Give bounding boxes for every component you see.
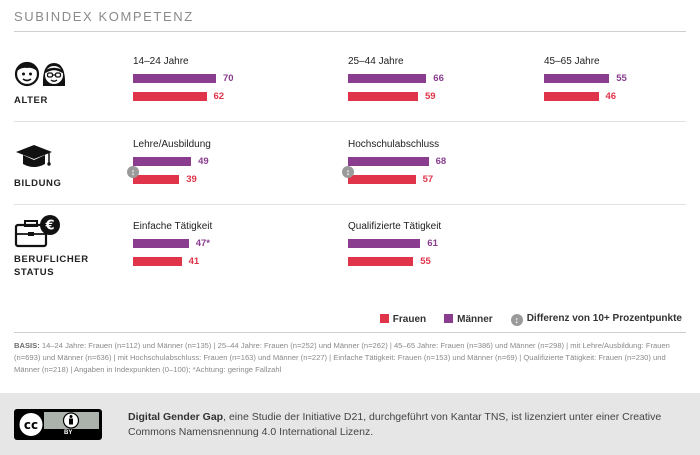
category-label: Qualifizierte Tätigkeit [348, 221, 442, 232]
basis-divider [14, 332, 686, 333]
legend: Frauen Männer ↕ Differenz von 10+ Prozent… [368, 313, 682, 326]
category-label: Einfache Tätigkeit [133, 221, 213, 232]
license-footer: cc BY Digital Gender Gap, eine Studie de… [0, 393, 700, 455]
bar-group: 14–24 Jahre 70 62 [133, 56, 303, 106]
legend-swatch-maenner [444, 314, 454, 323]
value-label-frauen: 59 [425, 90, 436, 102]
bar-maenner [133, 74, 216, 83]
value-label-maenner: 47* [195, 237, 210, 249]
value-label-frauen: 39 [186, 173, 197, 185]
basis-note: BASIS: 14–24 Jahre: Frauen (n=112) und M… [14, 341, 670, 374]
briefcase-euro-icon: € [14, 214, 62, 255]
row-label-alter: ALTER [14, 95, 48, 106]
category-label: 14–24 Jahre [133, 56, 189, 67]
value-label-maenner: 55 [616, 72, 627, 84]
legend-item-difference: ↕ Differenz von 10+ Prozentpunkte [510, 313, 682, 326]
row-label-bildung: BILDUNG [14, 178, 62, 189]
value-label-frauen: 41 [188, 255, 200, 267]
cc-by-icon[interactable]: cc BY [14, 409, 102, 440]
category-label: 45–65 Jahre [544, 56, 600, 67]
difference-icon: ↕ [342, 166, 354, 178]
value-label-maenner: 49 [198, 155, 209, 167]
value-label-maenner: 66 [433, 72, 444, 84]
row-divider [14, 204, 686, 205]
bar-maenner [348, 157, 429, 166]
bar-frauen [133, 92, 207, 101]
legend-swatch-frauen [379, 314, 389, 323]
bar-group: Einfache Tätigkeit 47* 41 [133, 221, 303, 271]
svg-text:€: € [44, 219, 54, 234]
category-label: Hochschulabschluss [348, 139, 440, 150]
bar-frauen [348, 175, 416, 184]
faces-icon [14, 60, 68, 93]
bar-frauen [544, 92, 599, 101]
row-label-beruflicher-status: BERUFLICHER STATUS [14, 254, 89, 278]
bar-group: Lehre/Ausbildung 49 39 ↕ [127, 139, 303, 189]
category-label: 25–44 Jahre [348, 56, 404, 67]
legend-item-maenner: Männer [444, 314, 493, 325]
category-label: Lehre/Ausbildung [133, 139, 211, 150]
bar-frauen [133, 257, 182, 266]
bar-group: Hochschulabschluss 68 57 ↕ [342, 139, 518, 189]
value-label-maenner: 70 [223, 72, 234, 84]
bar-maenner [348, 239, 421, 248]
title-divider [14, 31, 686, 32]
value-label-maenner: 68 [435, 155, 447, 167]
value-label-frauen: 62 [213, 90, 225, 102]
bar-maenner [133, 157, 192, 166]
bar-maenner [348, 74, 427, 83]
value-label-frauen: 57 [422, 173, 434, 185]
legend-item-frauen: Frauen [379, 314, 426, 325]
bar-maenner [133, 239, 189, 248]
bar-group: Qualifizierte Tätigkeit 61 55 [348, 221, 518, 271]
license-text: Digital Gender Gap, eine Studie der Init… [128, 411, 662, 438]
bar-frauen [133, 175, 180, 184]
difference-icon: ↕ [510, 314, 523, 326]
bar-frauen [348, 92, 418, 101]
row-divider [14, 121, 686, 122]
bar-maenner [544, 74, 610, 83]
bar-frauen [348, 257, 414, 266]
bar-group: 25–44 Jahre 66 59 [348, 56, 518, 106]
graduation-cap-icon [14, 143, 54, 176]
chart-title: SUBINDEX KOMPETENZ [14, 9, 194, 24]
value-label-maenner: 61 [427, 237, 438, 249]
difference-icon: ↕ [127, 166, 139, 178]
bar-group: 45–65 Jahre 55 46 [544, 56, 700, 106]
cc-by-label: BY [64, 430, 73, 436]
value-label-frauen: 55 [420, 255, 431, 267]
value-label-frauen: 46 [605, 90, 617, 102]
svg-text:cc: cc [24, 418, 38, 432]
